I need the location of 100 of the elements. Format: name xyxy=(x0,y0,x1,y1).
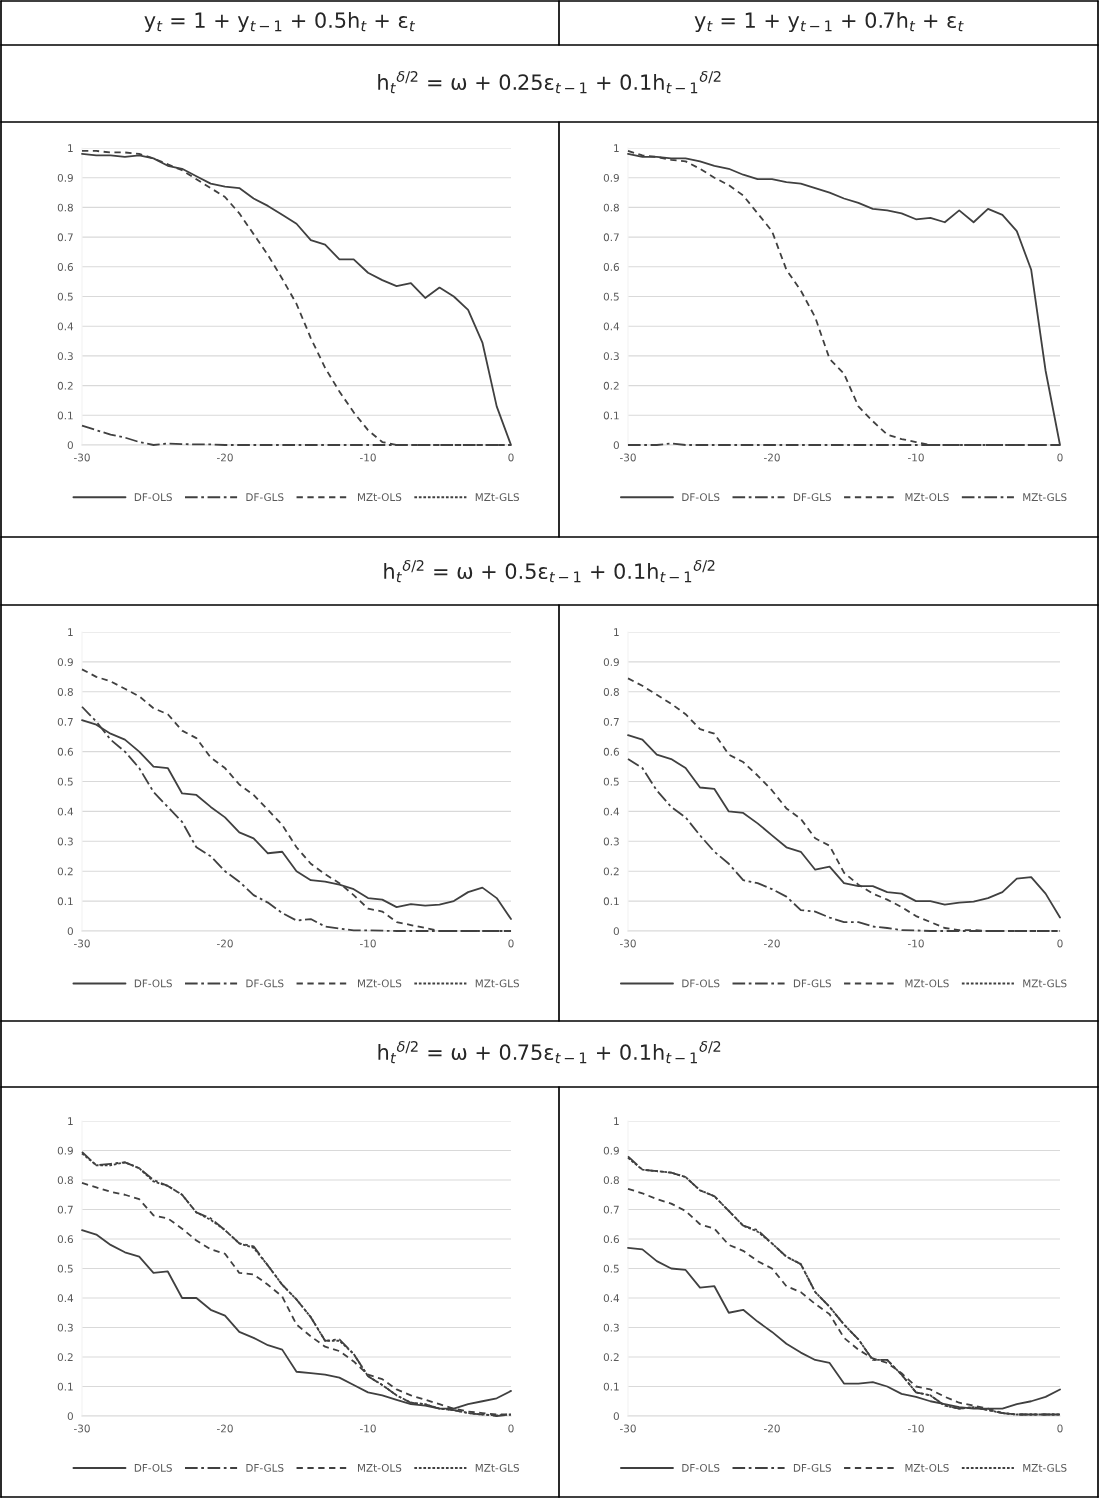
y-tick-label: 0.4 xyxy=(603,807,620,816)
y-tick-label: 0.8 xyxy=(603,688,619,696)
y-tick-label: 0.5 xyxy=(603,292,619,301)
y-tick-label: 0.2 xyxy=(57,1353,73,1362)
y-tick-label: 0.5 xyxy=(603,1264,619,1273)
y-tick-label: 0.1 xyxy=(57,897,73,906)
y-tick-label: 0.2 xyxy=(603,867,619,876)
y-tick-label: 0.9 xyxy=(603,173,619,182)
y-tick-label: 0.8 xyxy=(57,1176,73,1185)
y-tick-label: 0.8 xyxy=(57,688,73,696)
x-tick-label: -10 xyxy=(908,453,924,462)
x-tick-label: -30 xyxy=(74,453,90,462)
legend-label: DF-GLS xyxy=(246,493,284,502)
y-tick-label: 0 xyxy=(613,441,619,450)
y-tick-label: 0.5 xyxy=(603,777,619,786)
y-tick-label: 0.1 xyxy=(57,1382,73,1391)
legend-label: MZt-GLS xyxy=(475,979,520,988)
x-tick-label: -10 xyxy=(908,939,924,948)
y-tick-label: 0.1 xyxy=(603,411,619,420)
y-tick-label: 0.6 xyxy=(57,747,74,756)
y-tick-label: 0 xyxy=(67,1412,73,1421)
y-tick-label: 1 xyxy=(68,144,73,152)
y-tick-label: 1 xyxy=(68,628,73,636)
x-tick-label: -20 xyxy=(217,939,233,948)
y-tick-label: 0.2 xyxy=(57,381,73,390)
legend-label: MZt-OLS xyxy=(357,493,402,502)
x-tick-label: -20 xyxy=(217,1424,233,1433)
legend-label: MZt-OLS xyxy=(357,1463,402,1472)
x-tick-label: 0 xyxy=(1057,939,1063,948)
y-tick-label: 0.9 xyxy=(57,658,73,667)
y-tick-label: 0.7 xyxy=(57,233,73,242)
y-tick-label: 0.2 xyxy=(57,867,73,876)
legend-label: DF-GLS xyxy=(793,979,831,988)
y-tick-label: 0.2 xyxy=(603,1353,619,1362)
x-tick-label: 0 xyxy=(508,453,514,462)
legend-label: DF-GLS xyxy=(246,1463,284,1472)
y-tick-label: 0.4 xyxy=(57,807,74,816)
y-tick-label: 0.8 xyxy=(57,203,73,212)
y-tick-label: 0.1 xyxy=(603,897,619,906)
y-tick-label: 0.9 xyxy=(57,173,73,182)
legend-label: DF-OLS xyxy=(682,979,720,988)
x-tick-label: 0 xyxy=(1057,1424,1063,1433)
y-tick-label: 0.3 xyxy=(57,1323,73,1332)
y-tick-label: 0.4 xyxy=(57,322,74,331)
x-tick-label: -30 xyxy=(74,939,90,948)
y-tick-label: 1 xyxy=(614,144,619,152)
text: h$_{t}$$^{δ/2}$ = ω + 0.75ε$_{t−1}$ + 0.1h$_{t−1}$$^{δ/2}$ xyxy=(378,1040,721,1064)
y-tick-label: 1 xyxy=(614,628,619,636)
text: h$_{t}$$^{δ/2}$ = ω + 0.25ε$_{t−1}$ + 0.1h$_{t−1}$$^{δ/2}$ xyxy=(378,70,721,94)
x-tick-label: -30 xyxy=(620,939,636,948)
legend-label: MZt-GLS xyxy=(1023,493,1067,502)
legend-label: DF-OLS xyxy=(682,1463,720,1472)
y-tick-label: 0.3 xyxy=(603,352,619,361)
legend-label: DF-OLS xyxy=(682,493,720,502)
chart-title: y$_{t}$ = 1 + y$_{t−1}$ + 0.5h$_{t}$ + ε$_{t}$ xyxy=(144,11,416,33)
y-tick-label: 0.9 xyxy=(603,1146,619,1155)
x-tick-label: 0 xyxy=(508,1424,514,1433)
x-tick-label: -20 xyxy=(764,939,780,948)
chart-title: y$_{t}$ = 1 + y$_{t−1}$ + 0.7h$_{t}$ + ε$_{t}$ xyxy=(694,11,964,33)
y-tick-label: 0.1 xyxy=(57,411,73,420)
y-tick-label: 0.4 xyxy=(603,322,620,331)
y-tick-label: 0.5 xyxy=(57,292,73,301)
y-tick-label: 0.8 xyxy=(603,203,619,212)
x-tick-label: 0 xyxy=(1057,453,1063,462)
y-tick-label: 0.1 xyxy=(603,1382,619,1391)
legend-label: DF-OLS xyxy=(134,493,172,502)
y-tick-label: 0.6 xyxy=(57,263,74,271)
text: h$_{t}$$^{δ/2}$ = ω + 0.5ε$_{t−1}$ + 0.1h$_{t−1}$$^{δ/2}$ xyxy=(384,559,715,583)
y-tick-label: 0.3 xyxy=(57,352,73,361)
y-tick-label: 0 xyxy=(67,441,73,450)
x-tick-label: -30 xyxy=(620,1424,636,1433)
legend-label: MZt-GLS xyxy=(475,493,520,502)
y-tick-label: 1 xyxy=(614,1117,619,1125)
x-tick-label: -10 xyxy=(360,939,376,948)
y-tick-label: 0.3 xyxy=(603,1323,619,1332)
legend-label: MZt-GLS xyxy=(1023,1463,1067,1472)
y-tick-label: 0.7 xyxy=(57,717,73,726)
y-tick-label: 0.6 xyxy=(603,747,620,756)
x-tick-label: -20 xyxy=(764,1424,780,1433)
y-tick-label: 0.6 xyxy=(603,1235,620,1244)
y-tick-label: 0.7 xyxy=(603,717,619,726)
legend-label: DF-OLS xyxy=(134,979,172,988)
legend-label: DF-GLS xyxy=(246,979,284,988)
y-tick-label: 0.7 xyxy=(57,1205,73,1214)
x-tick-label: 0 xyxy=(508,939,514,948)
y-tick-label: 0.7 xyxy=(603,1205,619,1214)
y-tick-label: 0.6 xyxy=(57,1235,74,1244)
y-tick-label: 0.2 xyxy=(603,381,619,390)
legend-label: MZt-OLS xyxy=(357,979,402,988)
x-tick-label: -30 xyxy=(620,453,636,462)
legend-label: MZt-OLS xyxy=(905,493,949,502)
y-tick-label: 0.4 xyxy=(603,1294,620,1303)
y-tick-label: 0.9 xyxy=(603,658,619,667)
y-tick-label: 0.4 xyxy=(57,1294,74,1303)
y-tick-label: 0.5 xyxy=(57,1264,73,1273)
y-tick-label: 0.3 xyxy=(603,837,619,846)
y-tick-label: 0.6 xyxy=(603,263,620,271)
legend-label: DF-OLS xyxy=(134,1463,172,1472)
y-tick-label: 0.5 xyxy=(57,777,73,786)
x-tick-label: -10 xyxy=(360,1424,376,1433)
